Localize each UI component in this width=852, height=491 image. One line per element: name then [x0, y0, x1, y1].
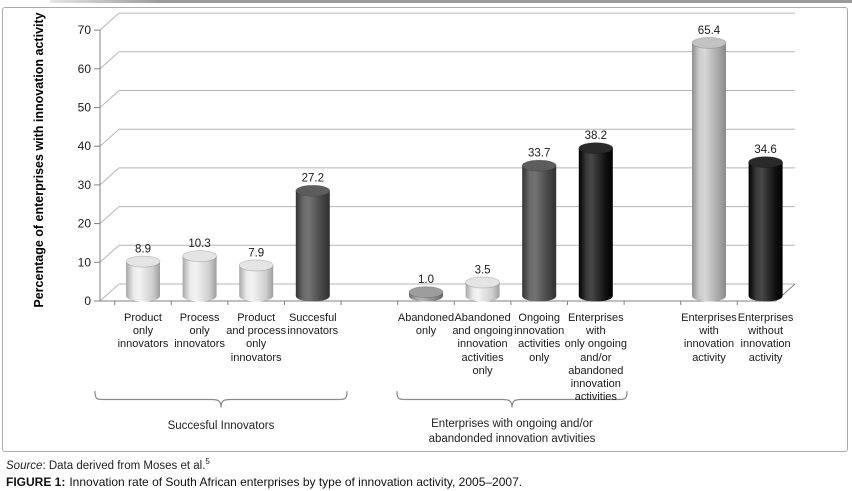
figure-caption: FIGURE 1: Innovation rate of South Africa…	[6, 475, 522, 489]
y-tick-label: 20	[78, 217, 92, 231]
bar-cylinder-abandoned-only: 1.0	[408, 274, 444, 302]
gridlines: 0 10 20 30 40 50 60 70	[78, 12, 795, 308]
y-tick-label: 50	[78, 101, 92, 115]
bar-cylinder-enterprises-without-innovation-activity: 34.6	[748, 144, 783, 302]
y-tick-label: 40	[78, 139, 92, 153]
y-tick-label: 70	[78, 23, 92, 37]
bar-cylinder-ongoing-innovation-activities-only: 33.7	[521, 148, 557, 302]
bar-cylinder-abandoned-and-ongoing-innovation-activities-only: 3.5	[465, 264, 501, 302]
category-label: Abandoned only	[397, 312, 455, 338]
category-label: Succesful innovators	[287, 312, 339, 338]
bar-cylinder-enterprises-with-innovation-activity: 65.4	[691, 25, 727, 302]
y-tick-label: 0	[84, 294, 91, 308]
value-label: 38.2	[585, 130, 607, 142]
x-axis-baseline	[100, 283, 796, 302]
value-label: 65.4	[698, 25, 721, 37]
bar-cylinder-enterprises-with-only-ongoing-and-or-abandoned-innovation-activities: 38.2	[578, 130, 614, 302]
source-line: Source: Data derived from Moses et al.5	[6, 457, 210, 472]
caption-text: Innovation rate of South African enterpr…	[69, 475, 523, 489]
value-label: 10.3	[188, 238, 210, 250]
value-label: 33.7	[528, 148, 550, 160]
y-tick-label: 10	[78, 255, 92, 269]
value-label: 7.9	[248, 247, 264, 259]
source-text: : Data derived from Moses et al.	[42, 459, 206, 472]
bar-cylinder-process-only-innovators: 10.3	[182, 238, 218, 302]
bar-cylinder-product-only-innovators: 8.9	[125, 244, 161, 302]
group-brace	[94, 390, 348, 408]
source-prefix: Source	[6, 459, 43, 472]
source-note-ref: 5	[205, 457, 210, 466]
brace-label: Succesful Innovators	[167, 420, 275, 432]
value-label: 34.6	[754, 144, 776, 156]
value-label: 1.0	[418, 274, 434, 286]
value-label: 8.9	[135, 244, 151, 256]
bar-cylinder-succesful-innovators: 27.2	[295, 173, 331, 302]
category-label: Enterprises with only ongoing and/or aba…	[564, 312, 627, 404]
category-label: Product and process only innovators	[226, 312, 287, 364]
y-tick-label: 60	[78, 62, 92, 76]
category-label: Process only innovators	[174, 312, 225, 351]
category-label: Product only innovators	[117, 312, 169, 351]
category-label: Ongoing innovation activities only	[514, 312, 565, 364]
category-label: Enterprises without innovation activity	[737, 312, 794, 364]
category-label: Abandoned and ongoing innovation activit…	[452, 312, 513, 377]
caption-label: FIGURE 1:	[6, 475, 66, 489]
y-axis-title: Percentage of enterprises with innovatio…	[32, 12, 46, 308]
value-label: 3.5	[475, 264, 491, 276]
value-label: 27.2	[302, 173, 324, 185]
top-divider	[50, 0, 852, 3]
group-brace	[396, 390, 628, 408]
category-label: Enterprises with innovation activity	[681, 312, 737, 364]
brace-label: Enterprises with ongoing and/or abandond…	[428, 418, 596, 445]
bar-cylinder-product-and-process-only-innovators: 7.9	[238, 247, 274, 302]
chart-canvas: 0 10 20 30 40 50 60 70 8.9 10.3 7.9 27.2 1.0 3.5 33.7 3…	[78, 12, 796, 408]
y-tick-label: 30	[78, 178, 92, 192]
